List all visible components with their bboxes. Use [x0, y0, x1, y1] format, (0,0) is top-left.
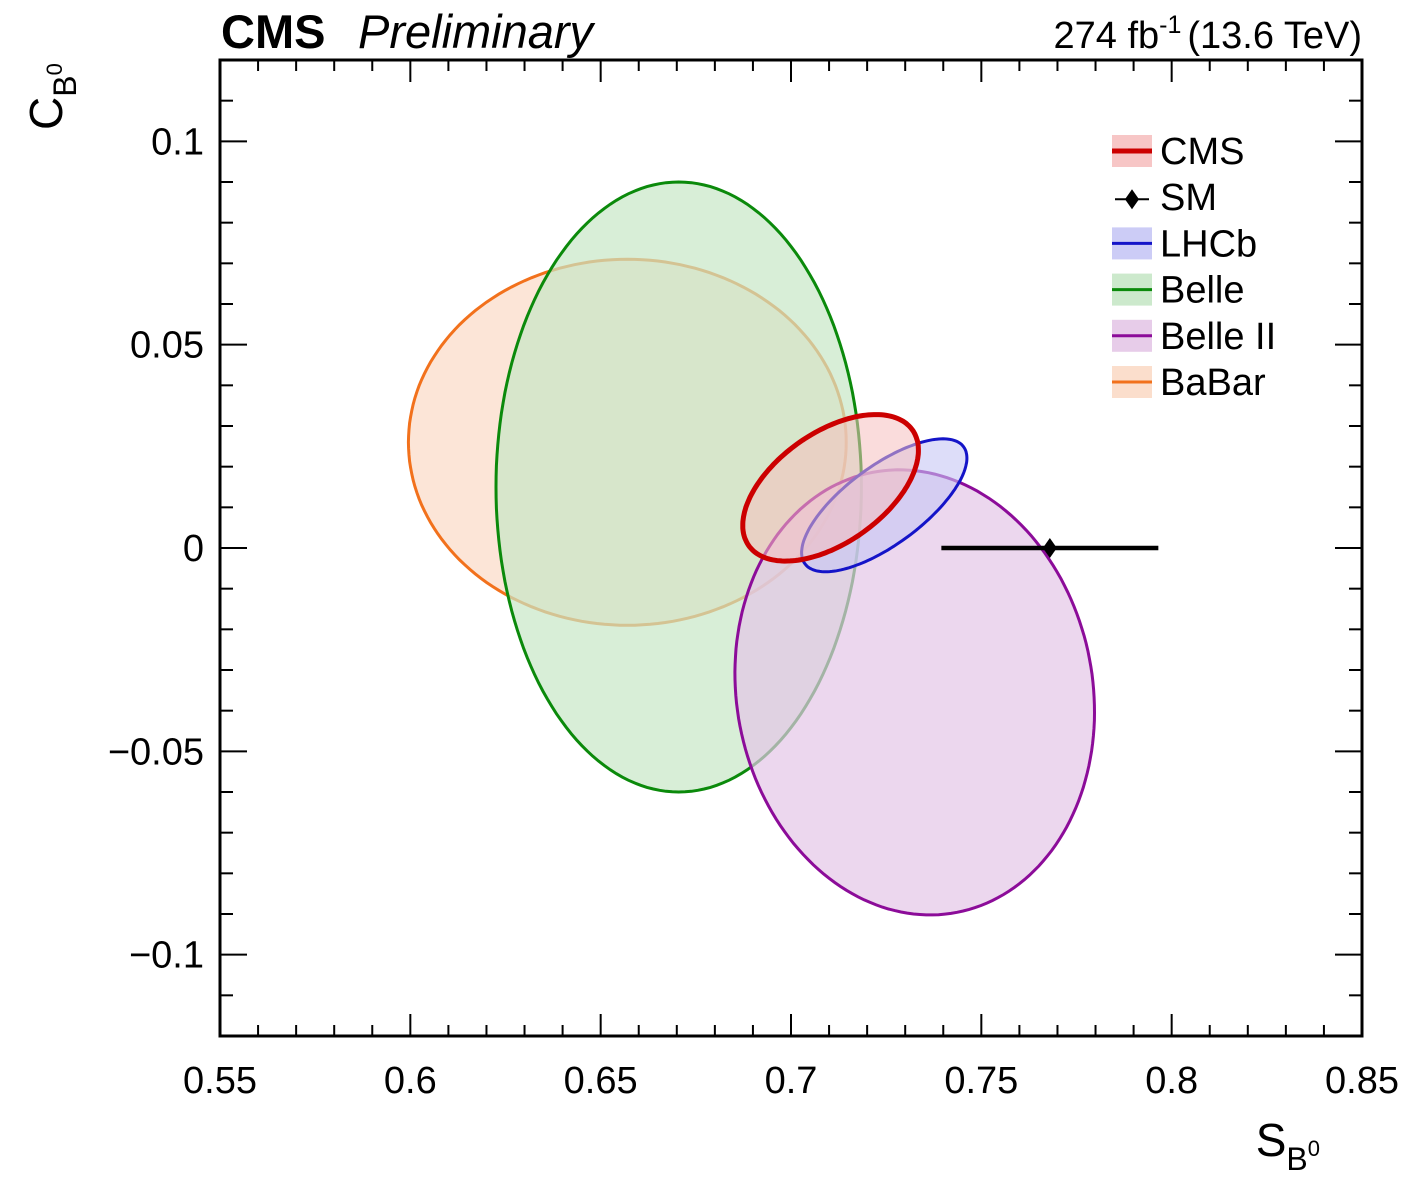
y-tick-label: 0.05 — [130, 325, 204, 367]
luminosity-label: 274 fb-1 (13.6 TeV) — [1053, 11, 1362, 57]
y-tick-label: 0.1 — [151, 121, 204, 163]
x-axis-title-sup: 0 — [1308, 1136, 1320, 1161]
cms-contour — [740, 412, 921, 564]
x-axis: 0.55 0.6 0.65 0.7 0.75 0.8 0.85 — [183, 60, 1399, 1102]
legend-label-belle: Belle — [1160, 270, 1245, 312]
belle-ii-contour — [733, 468, 1097, 917]
legend-marker-sm — [1125, 189, 1139, 210]
x-tick-label: 0.85 — [1325, 1060, 1399, 1102]
luminosity-value: 274 fb — [1053, 15, 1159, 57]
y-tick-label: −0.1 — [129, 935, 204, 977]
legend-entry-sm: SM — [1115, 177, 1217, 219]
x-axis-title-base: S — [1256, 1114, 1287, 1166]
x-tick-label: 0.8 — [1145, 1060, 1198, 1102]
status-label: Preliminary — [358, 5, 596, 58]
legend-label-sm: SM — [1160, 177, 1217, 219]
y-tick-label: −0.05 — [108, 731, 204, 773]
luminosity-exponent: -1 — [1159, 11, 1181, 39]
x-tick-label: 0.65 — [564, 1060, 638, 1102]
legend-entry-cms: CMS — [1112, 131, 1244, 173]
experiment-label: CMS — [221, 5, 325, 58]
energy-label: (13.6 TeV) — [1187, 15, 1362, 57]
legend-entry-belle-ii: Belle II — [1112, 316, 1276, 358]
legend-entry-lhcb: LHCb — [1112, 223, 1257, 265]
legend-entry-belle: Belle — [1112, 270, 1245, 312]
y-axis-title: CB0 — [20, 63, 83, 130]
x-tick-label: 0.75 — [944, 1060, 1018, 1102]
x-tick-label: 0.7 — [765, 1060, 818, 1102]
x-axis-title: SB0 — [1256, 1114, 1320, 1177]
sm-marker — [1042, 538, 1057, 558]
x-tick-label: 0.55 — [183, 1060, 257, 1102]
y-axis-title-base: C — [20, 97, 72, 130]
legend-entry-babar: BaBar — [1112, 362, 1266, 404]
legend-label-babar: BaBar — [1160, 362, 1266, 404]
y-axis: −0.1 −0.05 0 0.05 0.1 — [108, 59, 1362, 1037]
y-tick-label: 0 — [183, 528, 204, 570]
x-axis-title-sub: B — [1286, 1141, 1307, 1177]
x-tick-label: 0.6 — [384, 1060, 437, 1102]
legend-label-belle-ii: Belle II — [1160, 316, 1276, 358]
legend-label-cms: CMS — [1160, 131, 1244, 173]
legend-label-lhcb: LHCb — [1160, 223, 1257, 265]
y-axis-title-sup: 0 — [42, 63, 67, 75]
y-axis-title-sub: B — [47, 75, 83, 96]
plot-frame — [218, 58, 1364, 1038]
plot-region — [406, 180, 1159, 917]
